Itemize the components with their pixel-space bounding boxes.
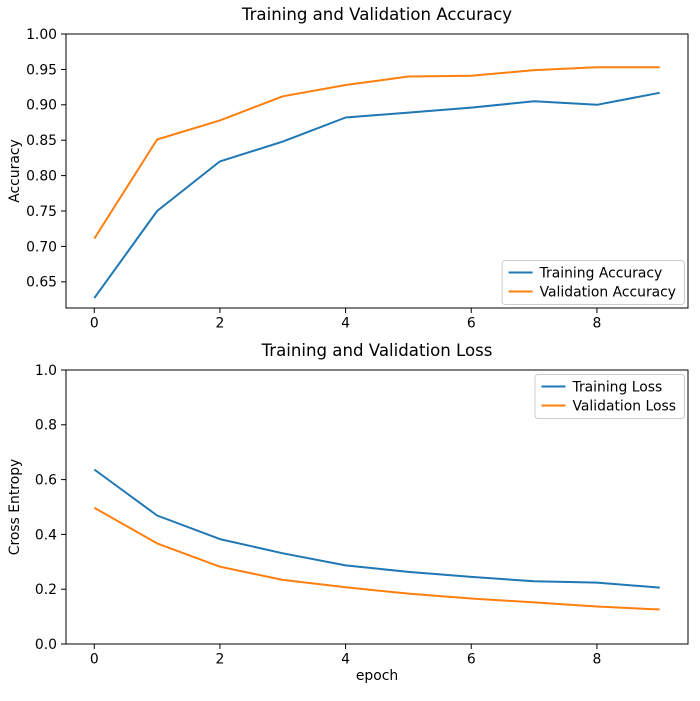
x-tick-label: 8 xyxy=(592,652,601,668)
x-tick-label: 6 xyxy=(467,652,476,668)
y-tick-label: 0.0 xyxy=(35,637,57,653)
x-axis-label: epoch xyxy=(355,668,399,684)
x-tick-label: 8 xyxy=(592,316,601,332)
x-tick-label: 6 xyxy=(467,316,476,332)
accuracy-chart-title: Training and Validation Accuracy xyxy=(241,5,513,24)
chart-training-and-validation-accuracy: 0 2 4 6 8 0.65 0.70 0.75 0.80 0.85 0.90 0.95 1.00 Tra… xyxy=(26,27,689,332)
loss-y-axis-label: Cross Entropy xyxy=(7,458,23,556)
training-loss-legend-label: Training Loss xyxy=(572,379,663,395)
validation-accuracy-legend-label: Validation Accuracy xyxy=(540,284,676,300)
y-tick-label: 0.95 xyxy=(26,62,57,78)
y-tick-label: 1.00 xyxy=(26,27,57,43)
legend-box xyxy=(501,260,685,305)
legend: Training Loss Validation Loss xyxy=(534,374,685,419)
x-tick-label: 2 xyxy=(216,652,225,668)
x-tick-label: 0 xyxy=(90,652,99,668)
y-tick-label: 0.70 xyxy=(26,239,57,255)
y-tick-label: 1.0 xyxy=(35,363,57,379)
y-tick-label: 0.90 xyxy=(26,98,57,114)
chart-training-and-validation-loss: 0 2 4 6 8 0.0 0.2 0.4 0.6 0.8 1.0 Training Loss Vali… xyxy=(35,363,689,668)
training-accuracy-legend-label: Training Accuracy xyxy=(539,265,663,281)
x-tick-label: 0 xyxy=(90,316,99,332)
axes-frame xyxy=(65,33,689,309)
x-tick-label: 2 xyxy=(216,316,225,332)
axes-frame xyxy=(65,369,689,645)
y-tick-label: 0.4 xyxy=(35,527,57,543)
y-tick-label: 0.80 xyxy=(26,169,57,185)
legend-box xyxy=(534,374,685,419)
accuracy-y-axis-label: Accuracy xyxy=(7,139,23,203)
validation-accuracy-line xyxy=(93,66,660,240)
y-tick-label: 0.2 xyxy=(35,582,57,598)
legend: Training Accuracy Validation Accuracy xyxy=(501,260,685,305)
training-loss-line xyxy=(93,468,660,589)
validation-loss-line xyxy=(93,506,660,611)
y-tick-label: 0.6 xyxy=(35,473,57,489)
loss-chart-title: Training and Validation Loss xyxy=(261,341,493,360)
x-tick-label: 4 xyxy=(341,652,350,668)
y-tick-label: 0.85 xyxy=(26,133,57,149)
y-tick-label: 0.65 xyxy=(26,275,57,291)
training-accuracy-line xyxy=(93,91,660,299)
validation-loss-legend-label: Validation Loss xyxy=(573,398,676,414)
y-tick-label: 0.8 xyxy=(35,418,57,434)
x-tick-label: 4 xyxy=(341,316,350,332)
y-tick-label: 0.75 xyxy=(26,204,57,220)
